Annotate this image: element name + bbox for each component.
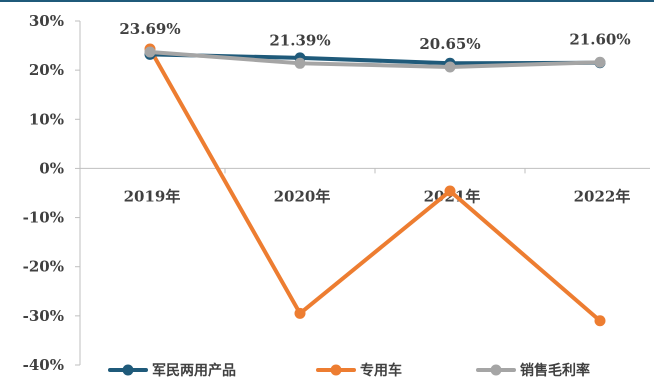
data-labels: 23.69% 21.39% 20.65% 21.60%	[119, 20, 630, 53]
data-point	[294, 307, 306, 319]
series-line	[148, 47, 602, 323]
legend-label: 军民两用产品	[152, 362, 236, 378]
series-layer	[144, 43, 606, 327]
data-point	[294, 57, 306, 69]
data-point	[444, 61, 456, 73]
legend-dot-marker	[122, 364, 134, 376]
data-point	[594, 56, 606, 68]
legend-dot-marker	[330, 364, 342, 376]
y-tick-label: 0%	[39, 159, 64, 177]
x-tick-label: 2020年	[274, 187, 331, 205]
y-tick-label: 10%	[29, 110, 64, 128]
legend-dot-marker	[490, 364, 502, 376]
legend-label: 销售毛利率	[520, 362, 590, 378]
data-point	[144, 46, 156, 58]
y-tick-label: -20%	[23, 258, 64, 276]
data-label: 21.39%	[269, 31, 330, 49]
data-label: 23.69%	[119, 20, 180, 38]
y-tick-label: -10%	[23, 209, 64, 227]
y-tick-label: 20%	[29, 61, 64, 79]
series-line	[148, 50, 602, 69]
legend: 军民两用产品 专用车 销售毛利率	[108, 362, 590, 378]
data-label: 20.65%	[419, 35, 480, 53]
data-label: 21.60%	[569, 30, 630, 48]
y-tick-label: -30%	[23, 307, 64, 325]
data-point	[594, 315, 606, 327]
y-tick-label: -40%	[23, 356, 64, 374]
x-tick-label: 2022年	[574, 187, 631, 205]
y-tick-label: 30%	[29, 12, 64, 30]
data-point	[444, 185, 456, 197]
x-tick-label: 2019年	[124, 187, 181, 205]
legend-label: 专用车	[360, 362, 402, 378]
